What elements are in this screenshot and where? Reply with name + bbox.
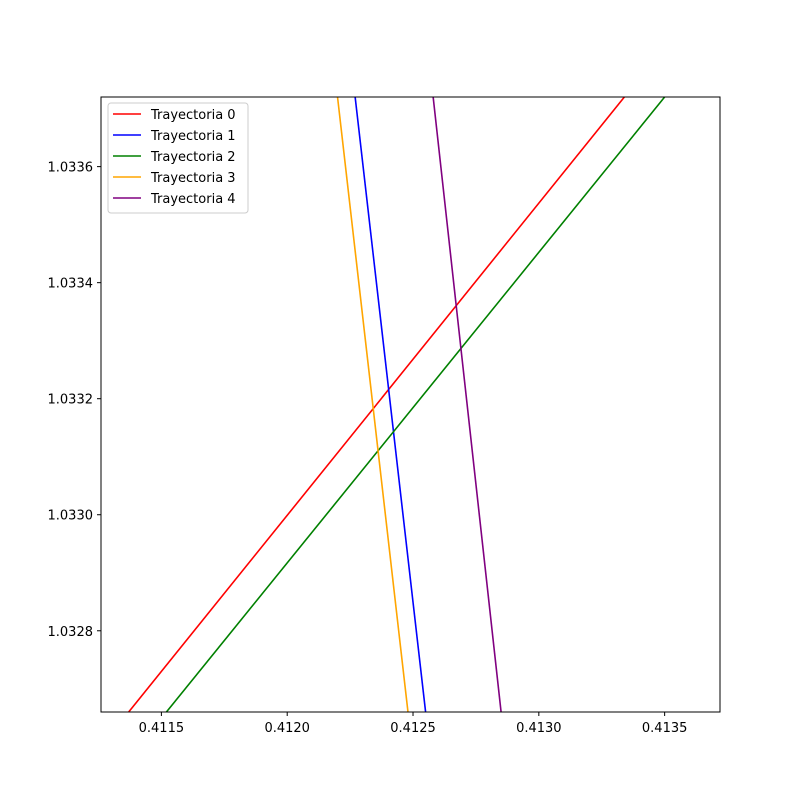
x-tick-label: 0.4115 (139, 721, 185, 736)
x-tick-label: 0.4135 (642, 721, 688, 736)
series-line-4 (432, 97, 502, 712)
series-layer (128, 97, 666, 712)
y-tick-label: 1.0332 (48, 393, 94, 408)
series-line-0 (128, 97, 626, 712)
series-line-1 (354, 97, 427, 712)
series-line-3 (336, 97, 409, 712)
legend-label-1: Trayectoria 1 (150, 129, 236, 144)
legend-box (107, 102, 249, 214)
legend-label-2: Trayectoria 2 (150, 150, 236, 165)
x-axis: 0.4115 0.4120 0.4125 0.4130 0.4135 (139, 712, 688, 736)
legend: Trayectoria 0 Trayectoria 1 Trayectoria 2 T… (107, 102, 249, 214)
y-tick-label: 1.0330 (48, 509, 94, 524)
y-tick-label: 1.0336 (48, 161, 94, 176)
x-tick-label: 0.4125 (390, 721, 436, 736)
x-tick-label: 0.4120 (264, 721, 310, 736)
x-tick-label: 0.4130 (516, 721, 562, 736)
plot-frame (100, 96, 721, 713)
legend-label-0: Trayectoria 0 (150, 108, 236, 123)
y-axis: 1.0328 1.0330 1.0332 1.0334 1.0336 (48, 161, 101, 640)
y-tick-label: 1.0328 (48, 625, 94, 640)
legend-label-4: Trayectoria 4 (150, 192, 236, 207)
legend-label-3: Trayectoria 3 (150, 171, 236, 186)
y-tick-label: 1.0334 (48, 277, 94, 292)
series-line-2 (165, 97, 666, 712)
